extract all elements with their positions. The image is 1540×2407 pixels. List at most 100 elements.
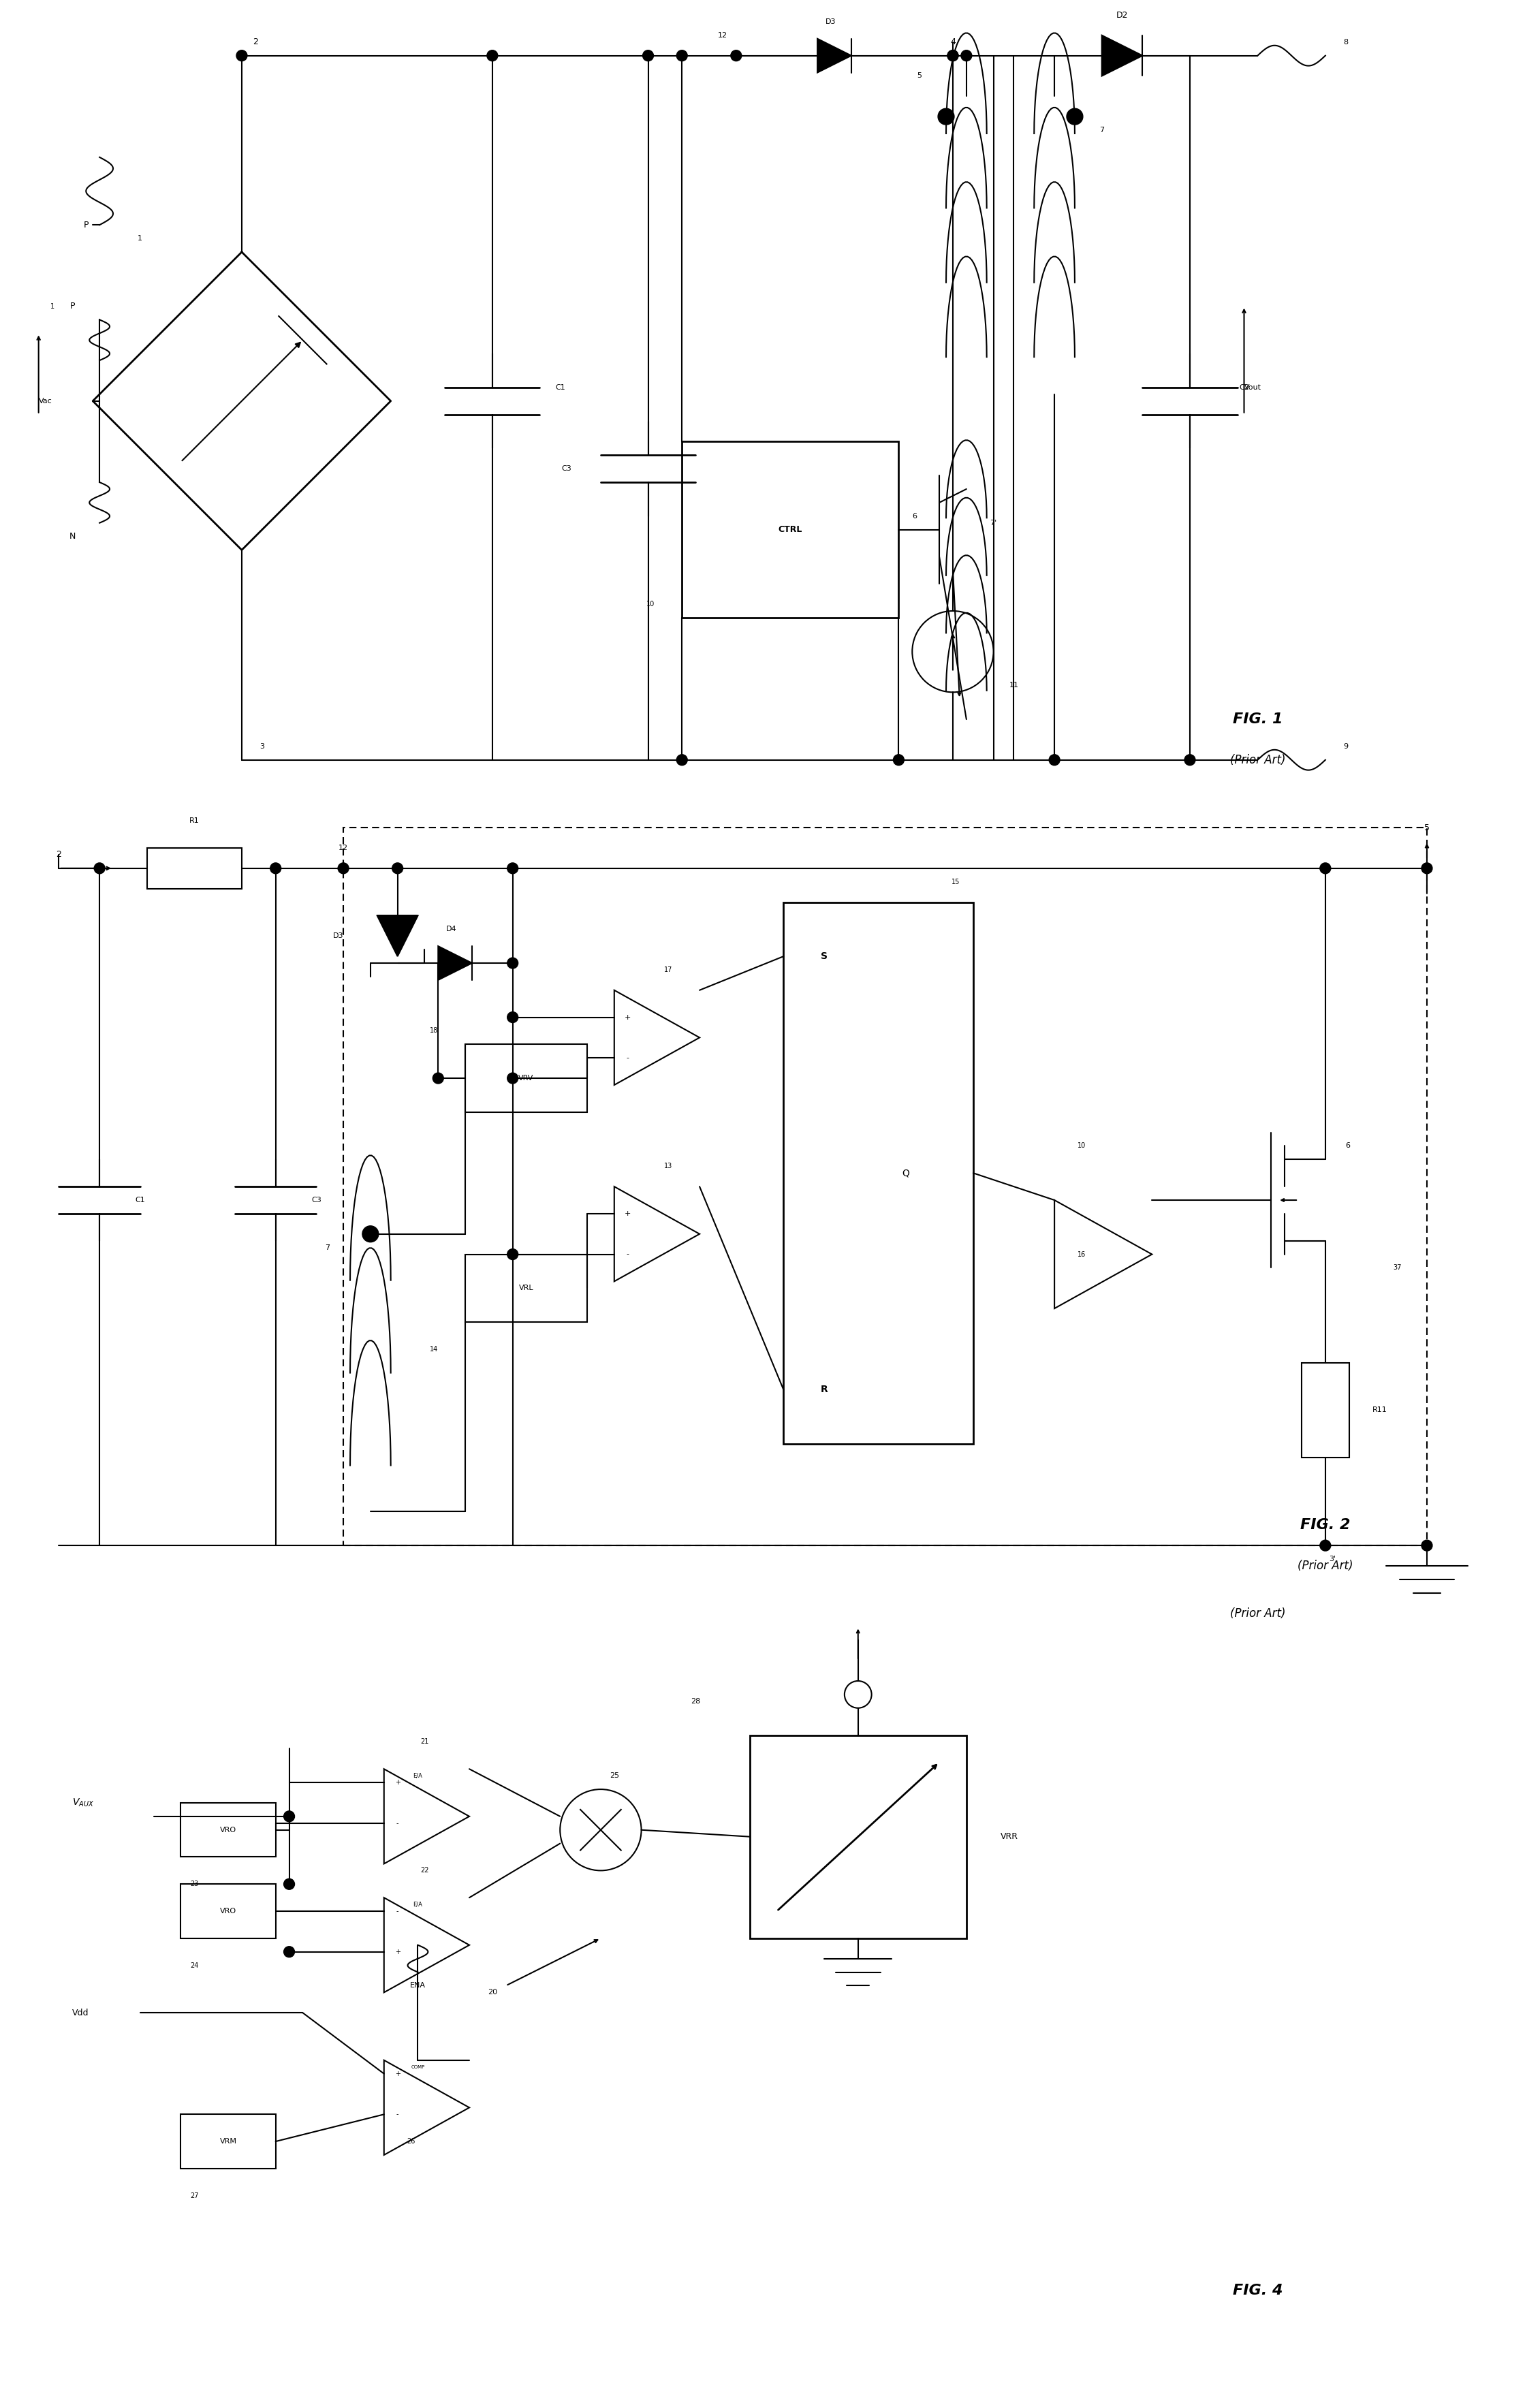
Text: Vout: Vout <box>1244 385 1261 390</box>
Polygon shape <box>1101 36 1143 77</box>
Text: 26: 26 <box>407 2137 416 2145</box>
Text: N: N <box>69 532 75 542</box>
Text: 24: 24 <box>189 1962 199 1969</box>
Text: +: + <box>394 1779 400 1786</box>
Circle shape <box>1421 862 1432 874</box>
Text: +: + <box>394 2070 400 2077</box>
Text: D3: D3 <box>333 932 343 939</box>
Text: 22: 22 <box>420 1868 428 1875</box>
Text: Vdd: Vdd <box>72 2007 89 2017</box>
Bar <box>682 440 899 619</box>
Text: 21: 21 <box>420 1738 428 1745</box>
Circle shape <box>676 51 687 60</box>
Text: 6: 6 <box>1346 1143 1351 1148</box>
Text: P: P <box>69 301 75 311</box>
Text: 17: 17 <box>664 968 673 972</box>
Text: 9: 9 <box>1343 744 1348 751</box>
Polygon shape <box>818 39 852 72</box>
Text: 28: 28 <box>690 1697 701 1704</box>
Text: +: + <box>625 1211 631 1218</box>
Circle shape <box>893 753 904 765</box>
Text: 16: 16 <box>1078 1252 1086 1259</box>
Text: S: S <box>821 951 827 960</box>
Bar <box>343 828 1428 1545</box>
Text: FIG. 1: FIG. 1 <box>1232 712 1283 727</box>
Circle shape <box>487 51 497 60</box>
Text: Vac: Vac <box>38 397 52 404</box>
Bar <box>1301 1362 1349 1459</box>
Circle shape <box>1421 1540 1432 1550</box>
Text: VRO: VRO <box>220 1827 237 1834</box>
Text: +: + <box>394 1947 400 1954</box>
Text: 14: 14 <box>430 1346 439 1353</box>
Text: 7: 7 <box>325 1244 330 1252</box>
Text: 8: 8 <box>1343 39 1348 46</box>
Circle shape <box>1320 1540 1331 1550</box>
Circle shape <box>961 51 972 60</box>
Text: Q: Q <box>902 1167 909 1177</box>
Text: 12: 12 <box>339 845 348 852</box>
Circle shape <box>393 862 403 874</box>
Text: 2: 2 <box>253 39 259 46</box>
Text: E/A: E/A <box>413 1772 422 1779</box>
Bar <box>180 2113 276 2169</box>
Text: 3': 3' <box>1329 1555 1335 1562</box>
Text: C1: C1 <box>136 1196 145 1204</box>
Circle shape <box>337 862 348 874</box>
Text: 10: 10 <box>647 602 654 607</box>
Circle shape <box>283 1880 294 1889</box>
Text: 25: 25 <box>610 1772 619 1779</box>
Text: 10: 10 <box>1078 1143 1086 1148</box>
Bar <box>750 1735 967 1938</box>
Text: 11: 11 <box>1009 681 1018 688</box>
Text: R11: R11 <box>1372 1406 1388 1413</box>
Circle shape <box>507 958 517 968</box>
Circle shape <box>362 1225 379 1242</box>
Bar <box>146 847 242 888</box>
Circle shape <box>642 51 653 60</box>
Text: CTRL: CTRL <box>778 525 802 534</box>
Circle shape <box>269 862 280 874</box>
Text: (Prior Art): (Prior Art) <box>1298 1560 1354 1572</box>
Text: 5: 5 <box>1424 823 1429 833</box>
Bar <box>180 1885 276 1938</box>
Text: (Prior Art): (Prior Art) <box>1230 1608 1286 1620</box>
Text: 13: 13 <box>664 1163 673 1170</box>
Text: R1: R1 <box>189 818 199 823</box>
Text: -: - <box>396 2111 399 2118</box>
Text: 5: 5 <box>916 72 921 79</box>
Text: 37: 37 <box>1394 1264 1401 1271</box>
Text: -: - <box>396 1820 399 1827</box>
Text: +: + <box>625 1013 631 1021</box>
Text: FIG. 2: FIG. 2 <box>1300 1519 1351 1531</box>
Bar <box>465 1254 587 1321</box>
Text: 27: 27 <box>189 2193 199 2200</box>
Text: ENA: ENA <box>410 1983 425 1988</box>
Text: -: - <box>627 1054 630 1061</box>
Text: 2: 2 <box>57 850 62 859</box>
Circle shape <box>507 1074 517 1083</box>
Text: D2: D2 <box>1116 10 1129 19</box>
Circle shape <box>938 108 955 125</box>
Text: 15: 15 <box>952 879 959 886</box>
Text: VRV: VRV <box>519 1076 534 1081</box>
Bar <box>180 1803 276 1858</box>
Text: FIG. 4: FIG. 4 <box>1232 2284 1283 2296</box>
Circle shape <box>676 753 687 765</box>
Circle shape <box>433 1074 444 1083</box>
Text: -: - <box>627 1252 630 1259</box>
Text: VRM: VRM <box>220 2137 237 2145</box>
Text: 23: 23 <box>189 1880 199 1887</box>
Circle shape <box>1067 108 1083 125</box>
Text: D4: D4 <box>447 927 457 932</box>
Text: -: - <box>396 1909 399 1914</box>
Text: (Prior Art): (Prior Art) <box>1230 753 1286 765</box>
Text: COMP: COMP <box>411 2065 425 2070</box>
Polygon shape <box>439 946 473 980</box>
Circle shape <box>507 862 517 874</box>
Text: C3: C3 <box>311 1196 322 1204</box>
Circle shape <box>1320 862 1331 874</box>
Bar <box>784 903 973 1444</box>
Circle shape <box>283 1947 294 1957</box>
Text: D3: D3 <box>825 19 836 24</box>
